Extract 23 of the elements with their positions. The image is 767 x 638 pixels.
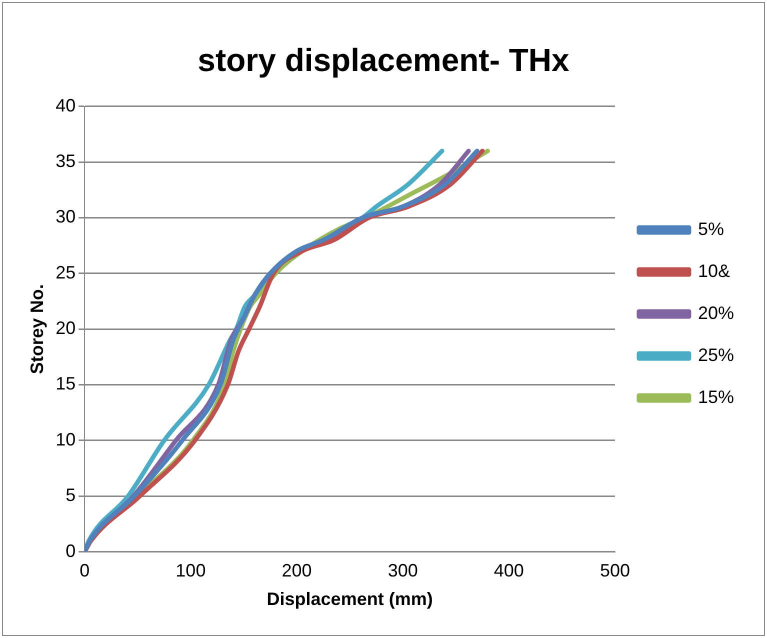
legend-label: 10&	[698, 260, 730, 281]
x-tick-label: 500	[600, 560, 630, 581]
x-tick-label: 200	[282, 560, 312, 581]
y-tick-label: 20	[56, 318, 76, 338]
y-tick-label: 10	[56, 429, 76, 450]
x-tick-label: 300	[388, 560, 418, 581]
y-tick-label: 30	[56, 206, 76, 227]
x-tick-label: 100	[176, 560, 206, 581]
legend-label: 25%	[698, 344, 734, 365]
y-tick-label: 40	[56, 95, 76, 116]
legend-label: 20%	[698, 302, 734, 323]
y-tick-label: 5	[66, 485, 76, 506]
legend-label: 15%	[698, 386, 734, 407]
y-axis-title: Storey No.	[26, 284, 47, 374]
chart-title: story displacement- THx	[198, 42, 570, 78]
y-tick-label: 15	[56, 374, 76, 394]
x-axis-title: Displacement (mm)	[266, 589, 433, 610]
legend-label: 5%	[698, 218, 724, 239]
x-tick-label: 0	[80, 560, 90, 581]
x-tick-label: 400	[494, 560, 524, 581]
y-tick-label: 25	[56, 262, 76, 282]
y-tick-label: 35	[56, 151, 76, 172]
y-tick-label: 0	[66, 540, 76, 561]
